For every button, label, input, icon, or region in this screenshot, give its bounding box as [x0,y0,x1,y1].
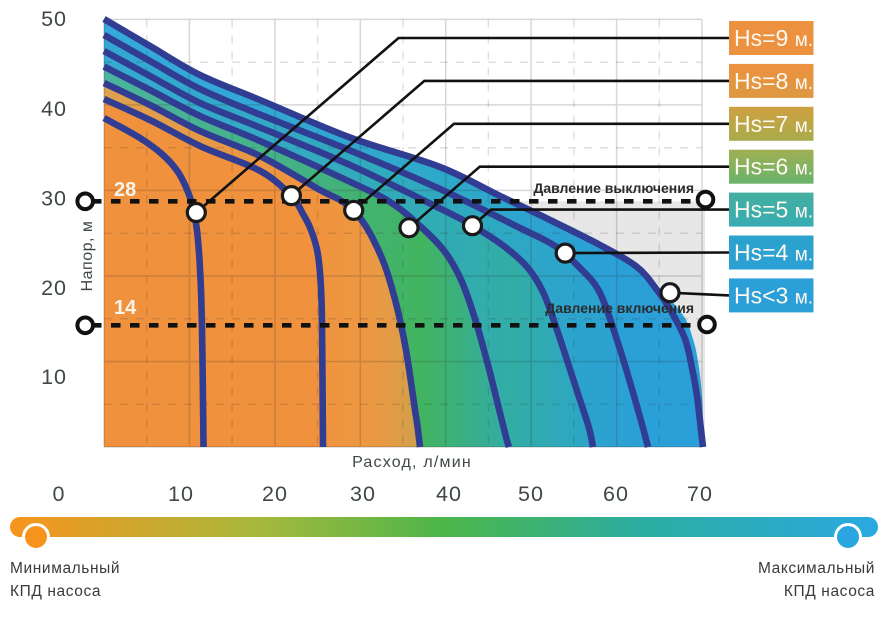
svg-text:20: 20 [41,276,67,300]
svg-text:Hs=7 м.: Hs=7 м. [734,111,813,137]
svg-text:0: 0 [53,482,66,506]
svg-text:20: 20 [262,482,288,506]
svg-text:10: 10 [168,482,194,506]
svg-text:Hs=4 м.: Hs=4 м. [734,240,813,266]
svg-text:50: 50 [518,482,544,506]
svg-text:Hs=9 м.: Hs=9 м. [734,25,813,51]
svg-text:14: 14 [114,297,137,319]
svg-text:30: 30 [350,482,376,506]
svg-text:30: 30 [41,187,67,211]
svg-text:60: 60 [603,482,629,506]
svg-text:Hs<3 м.: Hs<3 м. [734,282,813,308]
svg-text:10: 10 [41,365,67,389]
svg-text:28: 28 [114,179,136,201]
svg-text:Давление выключения: Давление выключения [533,180,694,196]
svg-text:Hs=6 м.: Hs=6 м. [734,154,813,180]
svg-text:Hs=8 м.: Hs=8 м. [734,68,813,94]
svg-text:50: 50 [41,7,67,31]
svg-text:КПД насоса: КПД насоса [10,583,101,600]
svg-text:40: 40 [41,97,67,121]
svg-text:Hs=5 м.: Hs=5 м. [734,197,813,223]
svg-text:Максимальный: Максимальный [758,560,875,577]
svg-text:Напор, м: Напор, м [79,221,96,292]
svg-text:40: 40 [436,482,462,506]
svg-text:КПД насоса: КПД насоса [784,583,875,600]
svg-text:Расход, л/мин: Расход, л/мин [352,454,472,471]
svg-text:70: 70 [687,482,713,506]
svg-text:Давление включения: Давление включения [545,300,694,316]
svg-text:Минимальный: Минимальный [10,560,120,577]
